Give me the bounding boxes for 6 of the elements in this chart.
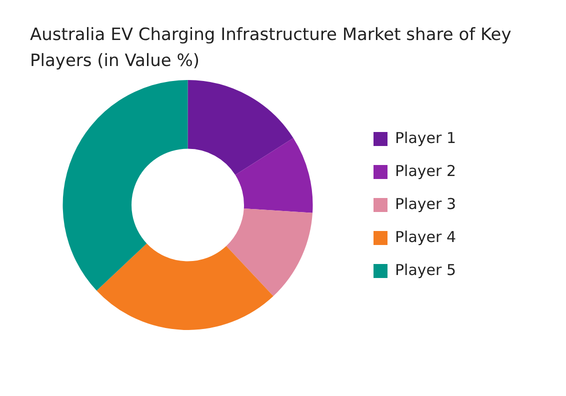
chart-title: Australia EV Charging Infrastructure Market share of Key Players (in Value %) xyxy=(30,24,512,73)
legend-label: Player 1 xyxy=(395,128,456,147)
legend-label: Player 2 xyxy=(395,162,456,180)
legend-label: Player 3 xyxy=(395,194,456,213)
legend-label: Player 4 xyxy=(395,228,456,246)
legend-label: Player 5 xyxy=(395,260,456,279)
